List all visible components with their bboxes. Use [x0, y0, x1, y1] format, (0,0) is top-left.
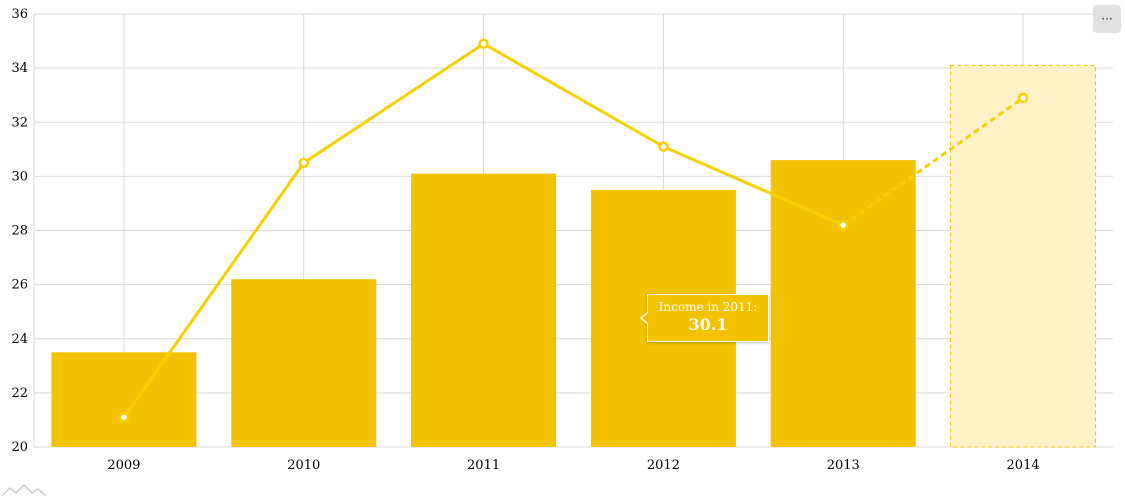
y-tick-label-4: 28: [11, 224, 28, 239]
line-segment-0: [122, 161, 305, 419]
line-segment-3: [662, 145, 844, 227]
bars: [51, 64, 1097, 448]
y-axis-ticks: 20 22 24 26 28 30 32 34 36: [11, 7, 28, 455]
tooltip-title: Income in 2011:: [658, 300, 758, 314]
tooltip-value: 30.1: [688, 315, 728, 334]
bar-2011: [411, 173, 557, 447]
x-tick-label-2009: 2009: [107, 458, 140, 473]
line-point-2011: [478, 38, 489, 50]
line-point-2012: [658, 141, 669, 152]
y-tick-label-3: 26: [11, 278, 28, 293]
y-tick-label-0: 20: [11, 440, 28, 455]
line-point-2014: [1017, 92, 1029, 104]
bar-2010: [231, 279, 377, 447]
y-tick-label-7: 34: [11, 61, 28, 76]
line-segment-1: [302, 42, 485, 165]
x-tick-label-2012: 2012: [647, 458, 680, 473]
y-tick-label-6: 32: [11, 115, 28, 130]
x-tick-label-2013: 2013: [827, 458, 860, 473]
line-point-2009: [118, 411, 130, 423]
y-tick-label-2: 24: [11, 332, 28, 347]
line-segment-4: [842, 96, 1024, 227]
tooltip: Income in 2011: 30.1: [640, 294, 769, 342]
x-tick-label-2011: 2011: [467, 458, 500, 473]
line-segment-2: [482, 42, 665, 148]
x-tick-label-2010: 2010: [287, 458, 320, 473]
x-tick-label-2014: 2014: [1007, 458, 1040, 473]
y-tick-label-8: 36: [11, 7, 28, 22]
bar-2014: [950, 64, 1097, 448]
y-tick-label-5: 30: [11, 169, 28, 184]
brand-logo-icon: [2, 483, 46, 497]
line-series: [118, 38, 1029, 423]
y-tick-label-1: 22: [11, 386, 28, 401]
line-point-2010: [298, 157, 309, 169]
menu-dots-icon: ···: [1101, 12, 1113, 26]
bar-2013: [770, 160, 916, 447]
x-axis-ticks: 2009 2010 2011 2012 2013 2014: [107, 458, 1039, 473]
chart-menu-button[interactable]: ···: [1093, 5, 1121, 33]
bar-2009: [51, 352, 197, 447]
line-point-2013: [838, 219, 849, 231]
